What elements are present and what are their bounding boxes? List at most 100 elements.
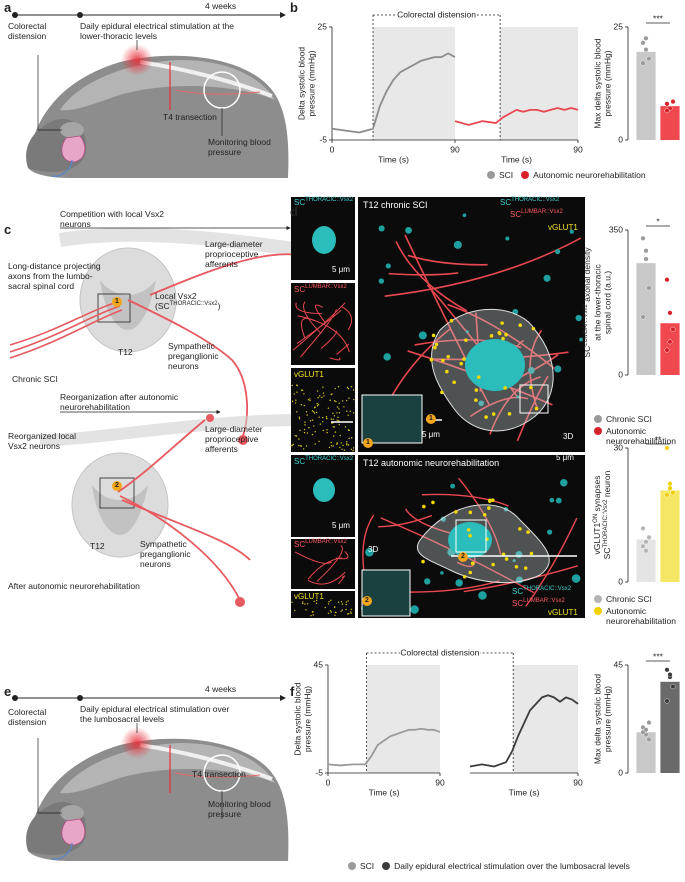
y-tick-label: 0 (618, 369, 623, 379)
image-feature (313, 478, 335, 502)
y-tick-label: 0 (618, 134, 623, 144)
image-feature (315, 599, 318, 602)
data-point (643, 47, 649, 53)
y-tick-label: 350 (609, 224, 623, 234)
image-feature (337, 416, 339, 418)
image-feature (347, 387, 350, 390)
mean-trace (331, 52, 456, 134)
legend-label: Daily epidural electrical stimulation ov… (394, 861, 630, 871)
label: Daily epidural electrical stimulation ov… (80, 704, 230, 724)
marker: 1 (112, 297, 122, 307)
image-feature (312, 614, 314, 616)
image-feature (447, 303, 555, 370)
decoration (117, 419, 251, 601)
image-feature (337, 386, 340, 388)
image-feature (302, 601, 304, 603)
legend-marker (594, 427, 602, 435)
image-feature (291, 400, 294, 403)
image-feature (322, 421, 324, 423)
image-feature (294, 402, 297, 404)
marker: 2 (458, 552, 468, 562)
y-axis-label: SCLUMBAR::Vsx2 axonal density at the lowe… (582, 247, 612, 358)
image-feature (300, 309, 337, 358)
legend-item: Autonomic neurorehabilitation (521, 170, 646, 180)
image-feature (327, 612, 330, 614)
decoration (51, 159, 73, 177)
label-text: axonal density (582, 247, 592, 304)
image-feature (346, 441, 348, 443)
image-feature (323, 395, 325, 397)
image-feature (353, 398, 355, 401)
image-feature (441, 358, 445, 363)
image-feature (322, 416, 324, 419)
decoration (206, 414, 214, 422)
image-feature (326, 431, 328, 434)
image-title: T12 autonomic neurorehabilitation (363, 458, 500, 468)
image-feature (311, 611, 314, 613)
legend: Chronic SCI Autonomic neurorehabilitation (594, 594, 684, 626)
data-point (667, 481, 673, 487)
image-feature (575, 314, 582, 322)
image-feature (383, 353, 391, 361)
label: Colorectal distension (8, 707, 47, 727)
decoration (97, 293, 131, 323)
panel-letter: c (4, 222, 12, 237)
image-feature (305, 411, 308, 413)
label: SC (512, 599, 524, 608)
x-axis-label: Time (s) (509, 787, 540, 797)
label: T12 (118, 347, 133, 357)
image-feature (291, 591, 355, 618)
image-feature (459, 361, 463, 366)
image-feature (292, 302, 346, 351)
bar (636, 51, 656, 140)
y-axis-label: Max delta systolic blood (592, 674, 602, 765)
data-point (646, 285, 652, 291)
annotation: Colorectal distension (397, 9, 476, 19)
data-point (664, 667, 670, 673)
decoration (121, 44, 153, 76)
image-feature (579, 337, 583, 342)
image-feature (298, 438, 300, 440)
image-feature (547, 529, 553, 535)
decoration (9, 301, 123, 359)
label: Sympathetic preganglionic neurons (168, 341, 219, 371)
y-tick-label: 25 (614, 21, 624, 31)
image-feature (365, 547, 374, 557)
image-feature (440, 516, 446, 522)
image-feature (341, 603, 344, 605)
image-feature (341, 448, 343, 451)
image-feature (446, 354, 451, 359)
image-feature (503, 386, 507, 390)
image-feature (395, 241, 468, 312)
label: Monitoring blood pressure (208, 799, 271, 819)
image-feature (549, 497, 555, 503)
image-feature (487, 499, 492, 503)
image-feature (322, 392, 325, 394)
image-feature (421, 493, 509, 507)
image-feature (294, 609, 296, 612)
y-axis-label: spinal cord (a.u.) (602, 271, 612, 334)
image-feature (336, 412, 338, 414)
x-axis-label: Time (s) (378, 154, 409, 164)
image-feature (348, 397, 350, 399)
image-feature (346, 443, 348, 445)
image-feature (316, 390, 319, 392)
image-feature (317, 403, 320, 406)
y-axis-label: Max delta systolic blood pressure (mmHg) (592, 38, 612, 129)
image-feature (388, 272, 459, 276)
image-feature (314, 443, 316, 445)
data-point (643, 548, 649, 554)
legend-item: Autonomic neurorehabilitation (594, 426, 684, 446)
image-feature (306, 603, 309, 605)
image-feature (317, 397, 319, 399)
y-tick-label: 45 (314, 659, 324, 669)
label: THORACIC::Vsx2 (523, 586, 572, 592)
image-feature (307, 571, 346, 585)
image-feature (339, 434, 341, 437)
decoration (235, 597, 245, 607)
y-axis-label: at the lower-thoracic (592, 263, 602, 340)
image-feature (454, 510, 458, 514)
image-feature (308, 426, 310, 429)
image-feature (329, 610, 332, 612)
data-point (643, 248, 649, 254)
